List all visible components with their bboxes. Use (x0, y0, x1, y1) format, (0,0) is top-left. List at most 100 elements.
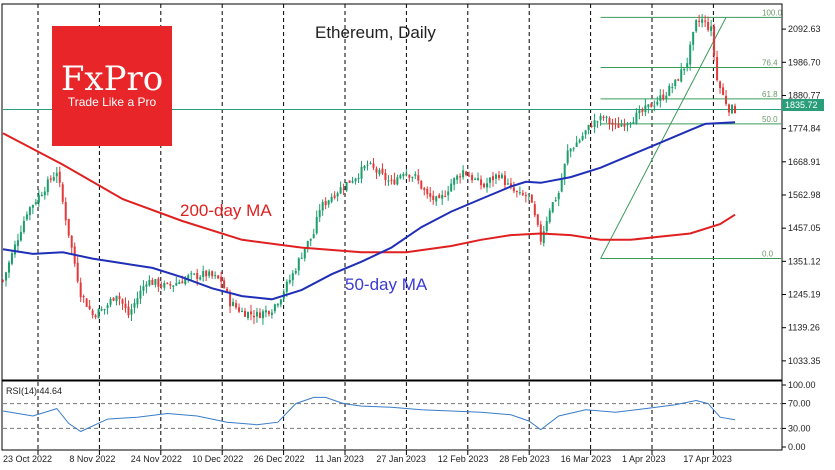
candle-body (710, 26, 713, 31)
candle-body (713, 26, 716, 56)
candle-body (695, 20, 698, 32)
candle-body (157, 278, 160, 287)
candle-body (626, 123, 629, 126)
candle-body (106, 305, 109, 309)
candle-body (384, 172, 387, 181)
candle-body (429, 193, 432, 197)
candle-body (226, 288, 229, 292)
candle-body (246, 311, 249, 319)
candle-body (545, 221, 548, 232)
candle-body (554, 200, 557, 202)
candle-body (512, 187, 515, 192)
candle-body (593, 120, 596, 128)
candle-body (37, 195, 40, 203)
candle-body (324, 201, 327, 206)
candle-body (2, 280, 4, 282)
candle-body (474, 178, 477, 180)
candle-body (264, 310, 267, 313)
candle-body (572, 148, 575, 150)
candle-body (662, 94, 665, 100)
rsi-tick-label: 100.00 (788, 380, 816, 390)
candle-body (450, 183, 453, 192)
candle-body (345, 182, 348, 191)
candle-body (267, 311, 270, 315)
candle-body (85, 298, 88, 307)
candle-body (348, 180, 351, 183)
candle-body (387, 180, 390, 182)
y-tick-label: 1245.19 (788, 290, 821, 300)
candle-body (291, 273, 294, 281)
candle-body (151, 279, 154, 285)
candle-body (548, 210, 551, 222)
candle-body (536, 214, 539, 225)
candle-body (396, 177, 399, 185)
candle-body (235, 303, 238, 308)
rsi-axis: 100.00 70.00 30.00 0.00 (782, 380, 816, 452)
candle-body (112, 297, 115, 301)
candle-body (459, 176, 462, 178)
candlesticks (2, 14, 736, 325)
candle-body (121, 299, 124, 304)
candle-body (109, 298, 112, 305)
candle-body (620, 124, 623, 127)
candle-body (276, 303, 279, 306)
candle-body (124, 303, 127, 309)
candle-body (327, 200, 330, 205)
candle-body (294, 271, 297, 274)
candle-body (261, 311, 264, 319)
candle-body (491, 176, 494, 181)
candle-body (273, 304, 276, 312)
candle-body (366, 164, 369, 166)
candle-body (608, 118, 611, 124)
candle-body (456, 175, 459, 180)
candle-body (351, 181, 354, 183)
candle-body (611, 122, 614, 125)
candle-body (468, 175, 471, 177)
y-tick-label: 1774.84 (788, 124, 821, 134)
candle-body (731, 104, 734, 114)
candle-body (578, 140, 581, 143)
fib-level-label: 0.0 (762, 250, 774, 259)
candle-body (306, 240, 309, 250)
candle-body (390, 179, 393, 181)
candle-body (581, 135, 584, 140)
candle-body (477, 178, 480, 181)
ma50-label: 50-day MA (345, 275, 428, 294)
candle-body (315, 216, 318, 234)
candle-body (211, 271, 214, 277)
candle-body (10, 253, 13, 264)
candle-body (300, 257, 303, 259)
candle-body (82, 296, 85, 298)
candle-body (43, 191, 46, 196)
candle-body (61, 184, 64, 202)
candle-body (223, 280, 226, 289)
current-price-label: 1835.72 (785, 100, 818, 110)
candle-body (145, 284, 148, 287)
candle-body (411, 177, 414, 179)
candle-body (354, 178, 357, 182)
candle-body (25, 214, 28, 220)
rsi-tick-label: 0.00 (788, 442, 806, 452)
candle-body (623, 123, 626, 127)
candle-body (557, 192, 560, 200)
logo-name: FxPro (61, 59, 163, 99)
candle-body (521, 192, 524, 195)
candle-body (471, 175, 474, 181)
candle-body (103, 308, 106, 310)
candle-body (241, 311, 244, 313)
rsi-tick-label: 70.00 (788, 399, 811, 409)
x-tick-label: 17 Apr 2023 (683, 454, 732, 464)
candle-body (599, 115, 602, 121)
candle-body (357, 178, 360, 180)
candle-body (420, 180, 423, 189)
candle-body (172, 285, 175, 288)
candle-body (668, 86, 671, 96)
candle-body (163, 282, 166, 288)
y-tick-label: 1139.26 (788, 323, 820, 333)
candle-body (665, 95, 668, 100)
candle-body (659, 95, 662, 101)
ma200-label: 200-day MA (180, 201, 272, 220)
candle-body (650, 103, 653, 108)
candle-body (503, 175, 506, 185)
candle-body (596, 121, 599, 123)
